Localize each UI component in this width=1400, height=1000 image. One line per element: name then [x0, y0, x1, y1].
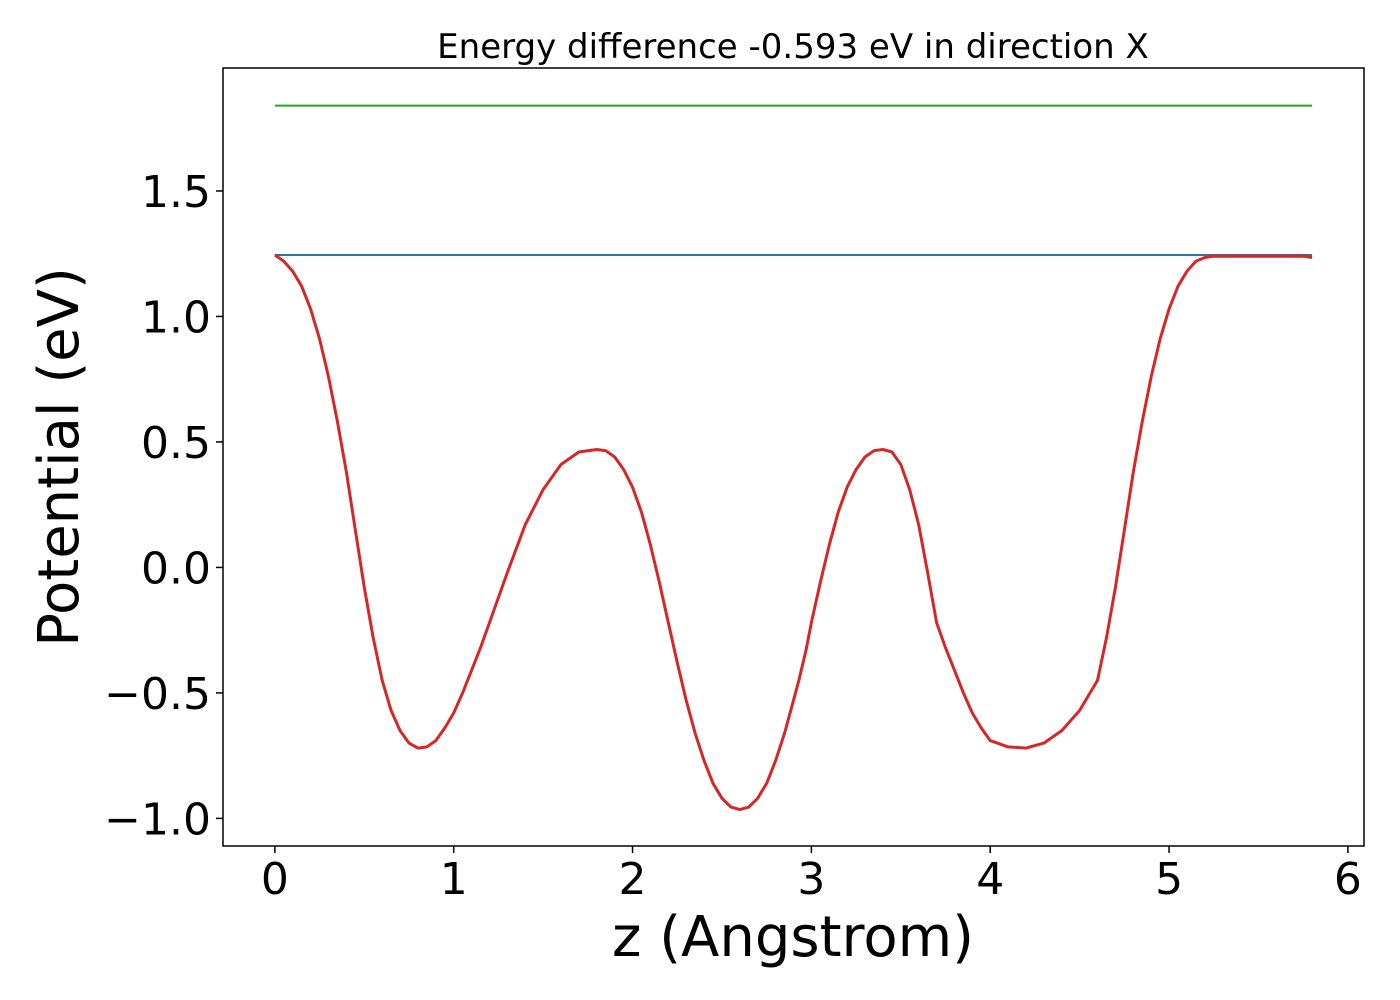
- y-tick-label: −0.5: [104, 669, 211, 720]
- x-tick-label: 4: [976, 854, 1004, 905]
- y-axis-label: Potential (eV): [27, 267, 92, 647]
- x-axis-label: z (Angstrom): [612, 905, 974, 970]
- y-tick-label: 0.5: [141, 418, 211, 469]
- y-axis: −1.0 −0.5 0.0 0.5 1.0 1.5: [104, 167, 223, 845]
- x-tick-label: 1: [440, 854, 468, 905]
- x-tick-label: 5: [1155, 854, 1183, 905]
- plot-frame: [222, 67, 1365, 847]
- y-tick-label: 0.0: [141, 543, 211, 594]
- y-tick-label: 1.5: [141, 167, 211, 218]
- x-tick-label: 2: [619, 854, 647, 905]
- x-axis: 0 1 2 3 4 5 6: [261, 846, 1362, 905]
- series-line-3: [274, 253, 1313, 812]
- x-tick-label: 3: [797, 854, 825, 905]
- series-layer: [274, 104, 1313, 812]
- y-tick-label: 1.0: [141, 292, 211, 343]
- x-tick-label: 6: [1334, 854, 1362, 905]
- x-tick-label: 0: [261, 854, 289, 905]
- chart-title: Energy difference -0.593 eV in direction…: [437, 27, 1149, 67]
- y-tick-label: −1.0: [104, 794, 211, 845]
